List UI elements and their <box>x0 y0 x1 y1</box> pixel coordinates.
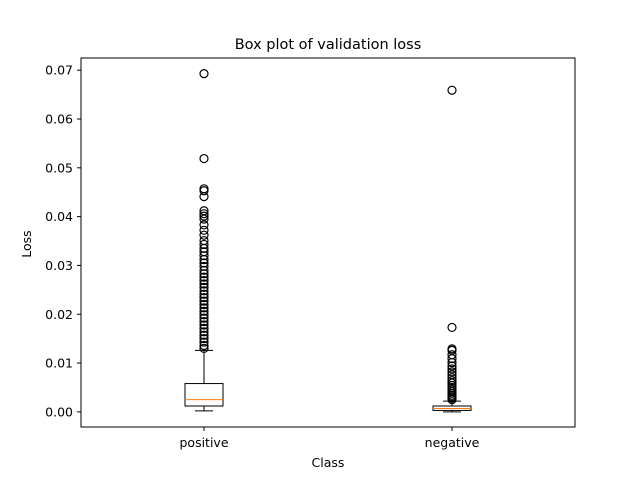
outlier-point <box>199 251 209 261</box>
outlier-point <box>199 258 209 268</box>
outlier-point <box>199 261 209 272</box>
outlier-point <box>199 209 209 219</box>
x-tick-label: negative <box>425 435 480 450</box>
outlier-point <box>447 367 457 377</box>
outlier-point <box>199 211 209 221</box>
outlier-point <box>199 303 209 313</box>
outlier-point <box>199 214 209 224</box>
outlier-point <box>199 275 209 286</box>
outlier-point <box>199 230 209 240</box>
y-tick-label: 0.07 <box>45 63 73 78</box>
outlier-point <box>199 220 209 230</box>
outlier-point <box>199 289 209 299</box>
outlier-point <box>199 254 209 265</box>
y-tick-label: 0.03 <box>45 258 73 273</box>
outlier-point <box>447 85 457 95</box>
y-tick-label: 0.05 <box>45 160 73 175</box>
outlier-point <box>199 323 209 334</box>
x-tick-label: positive <box>179 435 228 450</box>
plot-area: 0.00 0.01 0.02 0.03 0.04 0.05 0.06 0.07 positive… <box>45 57 576 450</box>
iqr-box <box>184 383 224 407</box>
outlier-point <box>447 354 457 364</box>
outlier-point <box>447 364 457 374</box>
outlier-point <box>199 320 209 330</box>
outlier-point <box>199 269 209 279</box>
outlier-point <box>199 293 209 303</box>
outlier-point <box>447 322 457 333</box>
y-tick-label: 0.02 <box>45 307 73 322</box>
outlier-point <box>199 69 209 79</box>
outlier-point <box>199 282 209 293</box>
outlier-point <box>199 299 209 310</box>
plot-frame <box>80 57 576 428</box>
outlier-point <box>199 327 209 337</box>
outlier-point <box>199 192 209 202</box>
outlier-point <box>199 265 209 275</box>
outlier-point <box>199 313 209 323</box>
outlier-point <box>199 272 209 282</box>
outlier-point <box>199 186 209 196</box>
outlier-point <box>199 225 209 235</box>
outlier-point <box>199 310 209 320</box>
y-tick-label: 0.06 <box>45 112 73 127</box>
outlier-point <box>447 376 457 386</box>
outlier-point <box>199 279 209 289</box>
outlier-point <box>199 337 209 347</box>
outlier-point <box>199 330 209 340</box>
outlier-point <box>447 361 457 371</box>
x-axis-label: Class <box>312 455 345 470</box>
outlier-point <box>199 343 209 354</box>
outlier-point <box>199 316 209 327</box>
outlier-point <box>199 286 209 296</box>
y-axis-label: Loss <box>19 230 34 257</box>
outlier-point <box>199 334 209 344</box>
outlier-point <box>447 395 457 405</box>
y-tick-label: 0.00 <box>45 404 73 419</box>
outlier-point <box>447 357 457 368</box>
outlier-point <box>199 243 209 253</box>
outlier-point <box>199 340 209 351</box>
outlier-point <box>199 306 209 316</box>
y-tick-label: 0.01 <box>45 356 73 371</box>
y-tick-label: 0.04 <box>45 209 73 224</box>
outlier-point <box>199 239 209 250</box>
chart-title: Box plot of validation loss <box>235 37 422 53</box>
outlier-point <box>199 296 209 306</box>
outlier-point <box>199 153 209 164</box>
